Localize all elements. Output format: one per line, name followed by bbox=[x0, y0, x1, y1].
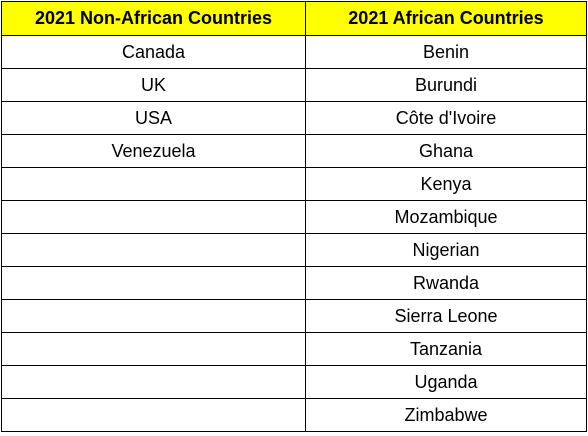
non-african-cell: Canada bbox=[1, 35, 306, 69]
table-row: Canada Benin bbox=[1, 35, 587, 69]
header-row: 2021 Non-African Countries 2021 African … bbox=[1, 1, 587, 36]
table-row: Nigerian bbox=[1, 233, 587, 267]
table-row: Tanzania bbox=[1, 332, 587, 366]
non-african-cell: UK bbox=[1, 68, 306, 102]
african-cell: Rwanda bbox=[305, 266, 587, 300]
african-cell: Benin bbox=[305, 35, 587, 69]
african-cell: Ghana bbox=[305, 134, 587, 168]
table-row: Uganda bbox=[1, 365, 587, 399]
non-african-cell bbox=[1, 266, 306, 300]
african-cell: Tanzania bbox=[305, 332, 587, 366]
non-african-cell: USA bbox=[1, 101, 306, 135]
non-african-cell bbox=[1, 398, 306, 432]
non-african-cell bbox=[1, 167, 306, 201]
table-row: Zimbabwe bbox=[1, 398, 587, 432]
table-row: Venezuela Ghana bbox=[1, 134, 587, 168]
african-cell: Zimbabwe bbox=[305, 398, 587, 432]
non-african-cell bbox=[1, 365, 306, 399]
table-row: Sierra Leone bbox=[1, 299, 587, 333]
non-african-cell: Venezuela bbox=[1, 134, 306, 168]
non-african-cell bbox=[1, 233, 306, 267]
header-african: 2021 African Countries bbox=[305, 1, 587, 36]
african-cell: Burundi bbox=[305, 68, 587, 102]
table-row: UK Burundi bbox=[1, 68, 587, 102]
african-cell: Kenya bbox=[305, 167, 587, 201]
african-cell: Sierra Leone bbox=[305, 299, 587, 333]
african-cell: Côte d'Ivoire bbox=[305, 101, 587, 135]
table-row: USA Côte d'Ivoire bbox=[1, 101, 587, 135]
non-african-cell bbox=[1, 299, 306, 333]
table-row: Mozambique bbox=[1, 200, 587, 234]
table-row: Rwanda bbox=[1, 266, 587, 300]
african-cell: Mozambique bbox=[305, 200, 587, 234]
table-row: Kenya bbox=[1, 167, 587, 201]
header-non-african: 2021 Non-African Countries bbox=[1, 1, 306, 36]
african-cell: Nigerian bbox=[305, 233, 587, 267]
non-african-cell bbox=[1, 200, 306, 234]
non-african-cell bbox=[1, 332, 306, 366]
african-cell: Uganda bbox=[305, 365, 587, 399]
